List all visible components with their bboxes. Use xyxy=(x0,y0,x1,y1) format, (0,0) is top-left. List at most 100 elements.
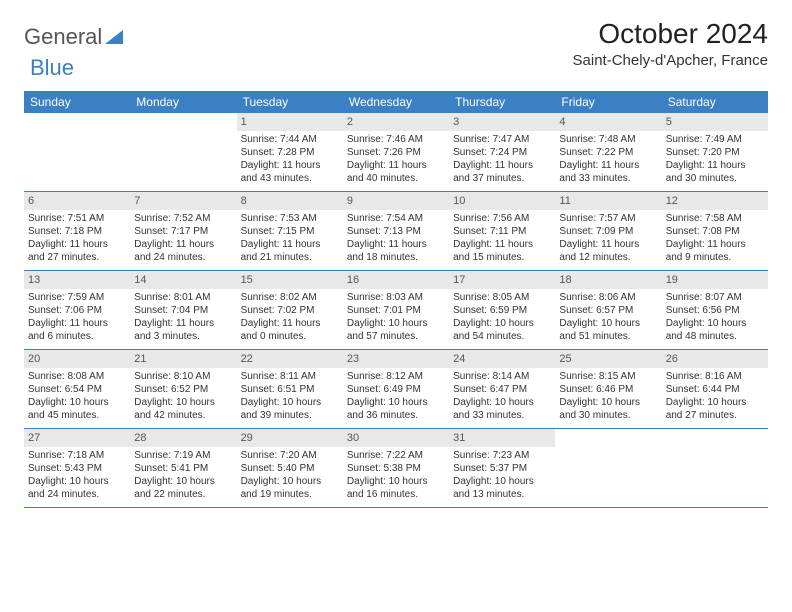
sunset-text: Sunset: 6:46 PM xyxy=(559,383,657,396)
day-content: Sunrise: 7:53 AMSunset: 7:15 PMDaylight:… xyxy=(237,210,343,268)
day-number: 4 xyxy=(555,113,661,131)
daylight-text: Daylight: 11 hours and 18 minutes. xyxy=(347,238,445,264)
day-number: 12 xyxy=(662,192,768,210)
sunset-text: Sunset: 7:08 PM xyxy=(666,225,764,238)
sunrise-text: Sunrise: 8:14 AM xyxy=(453,370,551,383)
day-number: 13 xyxy=(24,271,130,289)
day-cell: 22Sunrise: 8:11 AMSunset: 6:51 PMDayligh… xyxy=(237,350,343,428)
day-number: 22 xyxy=(237,350,343,368)
sunrise-text: Sunrise: 8:03 AM xyxy=(347,291,445,304)
sunset-text: Sunset: 6:57 PM xyxy=(559,304,657,317)
day-cell: 2Sunrise: 7:46 AMSunset: 7:26 PMDaylight… xyxy=(343,113,449,191)
daylight-text: Daylight: 11 hours and 33 minutes. xyxy=(559,159,657,185)
daylight-text: Daylight: 11 hours and 12 minutes. xyxy=(559,238,657,264)
day-content: Sunrise: 8:03 AMSunset: 7:01 PMDaylight:… xyxy=(343,289,449,347)
day-content: Sunrise: 7:19 AMSunset: 5:41 PMDaylight:… xyxy=(130,447,236,505)
day-number: 10 xyxy=(449,192,555,210)
sunrise-text: Sunrise: 7:52 AM xyxy=(134,212,232,225)
day-number: 15 xyxy=(237,271,343,289)
daylight-text: Daylight: 11 hours and 30 minutes. xyxy=(666,159,764,185)
day-content: Sunrise: 7:56 AMSunset: 7:11 PMDaylight:… xyxy=(449,210,555,268)
weekday-sunday: Sunday xyxy=(24,91,130,113)
sunrise-text: Sunrise: 8:16 AM xyxy=(666,370,764,383)
daylight-text: Daylight: 10 hours and 54 minutes. xyxy=(453,317,551,343)
sunrise-text: Sunrise: 7:49 AM xyxy=(666,133,764,146)
day-cell: 12Sunrise: 7:58 AMSunset: 7:08 PMDayligh… xyxy=(662,192,768,270)
daylight-text: Daylight: 10 hours and 45 minutes. xyxy=(28,396,126,422)
sunrise-text: Sunrise: 8:05 AM xyxy=(453,291,551,304)
day-content: Sunrise: 7:20 AMSunset: 5:40 PMDaylight:… xyxy=(237,447,343,505)
day-content: Sunrise: 7:52 AMSunset: 7:17 PMDaylight:… xyxy=(130,210,236,268)
sunset-text: Sunset: 6:54 PM xyxy=(28,383,126,396)
day-number: 21 xyxy=(130,350,236,368)
sunrise-text: Sunrise: 7:23 AM xyxy=(453,449,551,462)
day-number: 27 xyxy=(24,429,130,447)
day-content: Sunrise: 8:15 AMSunset: 6:46 PMDaylight:… xyxy=(555,368,661,426)
daylight-text: Daylight: 10 hours and 24 minutes. xyxy=(28,475,126,501)
logo-text-1: General xyxy=(24,24,102,50)
day-number: 20 xyxy=(24,350,130,368)
sunset-text: Sunset: 6:49 PM xyxy=(347,383,445,396)
day-content: Sunrise: 7:22 AMSunset: 5:38 PMDaylight:… xyxy=(343,447,449,505)
logo-triangle-icon xyxy=(105,24,123,50)
day-cell: 28Sunrise: 7:19 AMSunset: 5:41 PMDayligh… xyxy=(130,429,236,507)
sunrise-text: Sunrise: 8:01 AM xyxy=(134,291,232,304)
day-cell: 16Sunrise: 8:03 AMSunset: 7:01 PMDayligh… xyxy=(343,271,449,349)
weekday-friday: Friday xyxy=(555,91,661,113)
day-cell: . xyxy=(555,429,661,507)
day-number: 8 xyxy=(237,192,343,210)
sunset-text: Sunset: 7:01 PM xyxy=(347,304,445,317)
weekday-saturday: Saturday xyxy=(662,91,768,113)
day-cell: 20Sunrise: 8:08 AMSunset: 6:54 PMDayligh… xyxy=(24,350,130,428)
sunrise-text: Sunrise: 7:48 AM xyxy=(559,133,657,146)
day-content: Sunrise: 7:57 AMSunset: 7:09 PMDaylight:… xyxy=(555,210,661,268)
day-number: 29 xyxy=(237,429,343,447)
week-row: ..1Sunrise: 7:44 AMSunset: 7:28 PMDaylig… xyxy=(24,113,768,192)
day-number: 30 xyxy=(343,429,449,447)
daylight-text: Daylight: 11 hours and 27 minutes. xyxy=(28,238,126,264)
day-content: Sunrise: 8:12 AMSunset: 6:49 PMDaylight:… xyxy=(343,368,449,426)
sunrise-text: Sunrise: 7:44 AM xyxy=(241,133,339,146)
daylight-text: Daylight: 10 hours and 22 minutes. xyxy=(134,475,232,501)
day-cell: 6Sunrise: 7:51 AMSunset: 7:18 PMDaylight… xyxy=(24,192,130,270)
day-cell: . xyxy=(130,113,236,191)
day-number: 23 xyxy=(343,350,449,368)
calendar: Sunday Monday Tuesday Wednesday Thursday… xyxy=(24,91,768,508)
daylight-text: Daylight: 11 hours and 6 minutes. xyxy=(28,317,126,343)
sunrise-text: Sunrise: 7:51 AM xyxy=(28,212,126,225)
sunset-text: Sunset: 6:51 PM xyxy=(241,383,339,396)
day-content: Sunrise: 8:05 AMSunset: 6:59 PMDaylight:… xyxy=(449,289,555,347)
day-cell: 23Sunrise: 8:12 AMSunset: 6:49 PMDayligh… xyxy=(343,350,449,428)
daylight-text: Daylight: 10 hours and 19 minutes. xyxy=(241,475,339,501)
day-cell: 24Sunrise: 8:14 AMSunset: 6:47 PMDayligh… xyxy=(449,350,555,428)
day-cell: . xyxy=(24,113,130,191)
sunrise-text: Sunrise: 8:07 AM xyxy=(666,291,764,304)
daylight-text: Daylight: 10 hours and 51 minutes. xyxy=(559,317,657,343)
logo-text-2: Blue xyxy=(30,55,74,80)
day-content: Sunrise: 8:07 AMSunset: 6:56 PMDaylight:… xyxy=(662,289,768,347)
day-number: 25 xyxy=(555,350,661,368)
weekday-tuesday: Tuesday xyxy=(237,91,343,113)
sunset-text: Sunset: 7:22 PM xyxy=(559,146,657,159)
sunrise-text: Sunrise: 8:11 AM xyxy=(241,370,339,383)
day-number: 24 xyxy=(449,350,555,368)
daylight-text: Daylight: 10 hours and 27 minutes. xyxy=(666,396,764,422)
day-content: Sunrise: 8:11 AMSunset: 6:51 PMDaylight:… xyxy=(237,368,343,426)
sunset-text: Sunset: 6:47 PM xyxy=(453,383,551,396)
day-cell: 14Sunrise: 8:01 AMSunset: 7:04 PMDayligh… xyxy=(130,271,236,349)
month-title: October 2024 xyxy=(573,18,768,50)
week-row: 6Sunrise: 7:51 AMSunset: 7:18 PMDaylight… xyxy=(24,192,768,271)
sunset-text: Sunset: 7:17 PM xyxy=(134,225,232,238)
day-cell: 11Sunrise: 7:57 AMSunset: 7:09 PMDayligh… xyxy=(555,192,661,270)
day-cell: 1Sunrise: 7:44 AMSunset: 7:28 PMDaylight… xyxy=(237,113,343,191)
sunset-text: Sunset: 7:06 PM xyxy=(28,304,126,317)
day-cell: 3Sunrise: 7:47 AMSunset: 7:24 PMDaylight… xyxy=(449,113,555,191)
day-cell: 31Sunrise: 7:23 AMSunset: 5:37 PMDayligh… xyxy=(449,429,555,507)
day-number: 11 xyxy=(555,192,661,210)
sunset-text: Sunset: 5:43 PM xyxy=(28,462,126,475)
logo: General xyxy=(24,18,125,50)
day-content: Sunrise: 8:06 AMSunset: 6:57 PMDaylight:… xyxy=(555,289,661,347)
week-row: 20Sunrise: 8:08 AMSunset: 6:54 PMDayligh… xyxy=(24,350,768,429)
day-content: Sunrise: 7:23 AMSunset: 5:37 PMDaylight:… xyxy=(449,447,555,505)
sunrise-text: Sunrise: 7:20 AM xyxy=(241,449,339,462)
